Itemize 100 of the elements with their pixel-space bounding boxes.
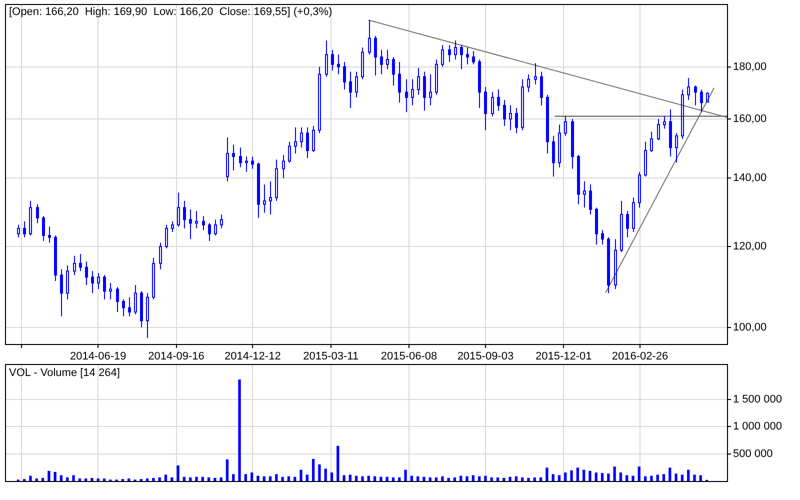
candlestick bbox=[263, 184, 266, 214]
candlestick bbox=[417, 68, 420, 96]
candlestick bbox=[595, 207, 598, 246]
candlestick bbox=[159, 242, 162, 270]
candlestick bbox=[564, 116, 567, 136]
bar bbox=[250, 472, 254, 481]
candlestick bbox=[669, 108, 672, 158]
candlestick bbox=[189, 208, 192, 240]
bar bbox=[650, 476, 653, 481]
candlestick bbox=[79, 253, 82, 272]
candlestick bbox=[140, 290, 143, 328]
bar bbox=[478, 476, 481, 481]
candlestick bbox=[601, 230, 604, 246]
candlestick bbox=[66, 264, 69, 300]
candlestick bbox=[429, 74, 432, 106]
bar bbox=[656, 474, 659, 481]
bar bbox=[533, 477, 536, 481]
bar bbox=[201, 476, 204, 481]
bar bbox=[214, 478, 216, 481]
candlestick bbox=[152, 257, 155, 300]
bar bbox=[502, 478, 506, 481]
candlestick bbox=[650, 131, 653, 153]
chart-title: [Open: 166,20 High: 169,90 Low: 166,20 Close: 169,55] (+0,3%) bbox=[9, 6, 332, 19]
bar bbox=[453, 477, 456, 481]
candlestick bbox=[85, 261, 88, 286]
bar bbox=[294, 476, 296, 481]
candlestick bbox=[675, 132, 678, 164]
bar bbox=[416, 476, 420, 481]
candlestick bbox=[589, 184, 592, 215]
bar bbox=[361, 476, 364, 481]
bar bbox=[539, 477, 542, 481]
candlestick bbox=[128, 296, 131, 317]
candlestick bbox=[521, 78, 524, 131]
bar bbox=[619, 472, 622, 481]
candlestick bbox=[663, 116, 666, 130]
candlestick bbox=[23, 220, 26, 238]
x-tick-label: 2015-03-11 bbox=[303, 350, 359, 363]
candlestick bbox=[497, 89, 500, 112]
candlestick bbox=[17, 224, 20, 238]
candlestick bbox=[232, 144, 235, 171]
bar bbox=[576, 468, 580, 481]
candlestick bbox=[368, 20, 371, 56]
candlestick bbox=[331, 49, 334, 72]
candlestick bbox=[318, 66, 321, 134]
candlestick bbox=[626, 210, 629, 238]
bar bbox=[318, 464, 321, 481]
candlestick bbox=[380, 49, 383, 75]
candlestick bbox=[54, 235, 57, 282]
bar bbox=[508, 476, 512, 481]
candlestick bbox=[306, 126, 309, 159]
x-tick-label: 2014-09-16 bbox=[148, 350, 204, 363]
bar bbox=[398, 477, 401, 481]
bar bbox=[146, 478, 149, 481]
candlestick bbox=[687, 78, 690, 101]
bar bbox=[312, 458, 315, 481]
candlestick bbox=[195, 210, 198, 229]
bar bbox=[626, 475, 628, 481]
y-tick-label: 140,00 bbox=[733, 172, 767, 184]
candlestick bbox=[460, 44, 463, 70]
bar bbox=[72, 475, 75, 481]
x-tick-label: 2015-09-03 bbox=[457, 350, 514, 363]
bar bbox=[447, 478, 450, 481]
bar bbox=[594, 472, 598, 481]
candlestick bbox=[208, 222, 211, 242]
bar bbox=[693, 474, 696, 481]
candlestick bbox=[546, 94, 549, 154]
candlestick bbox=[91, 270, 94, 294]
bar bbox=[613, 466, 616, 481]
bar bbox=[226, 459, 229, 481]
bar bbox=[422, 476, 426, 481]
bar bbox=[570, 470, 573, 481]
candlestick bbox=[337, 54, 340, 75]
bar bbox=[638, 466, 640, 481]
candlestick bbox=[411, 78, 414, 106]
candlestick bbox=[552, 135, 555, 178]
bar bbox=[244, 474, 247, 481]
bar bbox=[668, 468, 672, 481]
candlestick bbox=[122, 298, 125, 317]
y-tick-label: 500 000 bbox=[733, 448, 773, 460]
bar bbox=[434, 477, 438, 481]
candlestick bbox=[478, 58, 481, 109]
candlestick bbox=[275, 159, 278, 202]
candlestick bbox=[583, 180, 586, 208]
bar bbox=[699, 475, 702, 481]
bar bbox=[484, 476, 487, 481]
candlestick bbox=[540, 71, 543, 106]
bar bbox=[496, 477, 500, 481]
bar bbox=[256, 476, 260, 481]
candlestick bbox=[134, 284, 137, 315]
bar bbox=[176, 465, 180, 481]
candlestick bbox=[239, 147, 242, 168]
candlestick bbox=[300, 126, 303, 148]
candlestick bbox=[97, 272, 100, 290]
candlestick bbox=[515, 108, 518, 134]
bar bbox=[466, 476, 468, 481]
candlestick bbox=[700, 89, 703, 113]
candlestick bbox=[73, 255, 76, 276]
candlestick bbox=[398, 61, 401, 104]
candlestick bbox=[343, 61, 346, 90]
candlestick bbox=[257, 162, 260, 218]
